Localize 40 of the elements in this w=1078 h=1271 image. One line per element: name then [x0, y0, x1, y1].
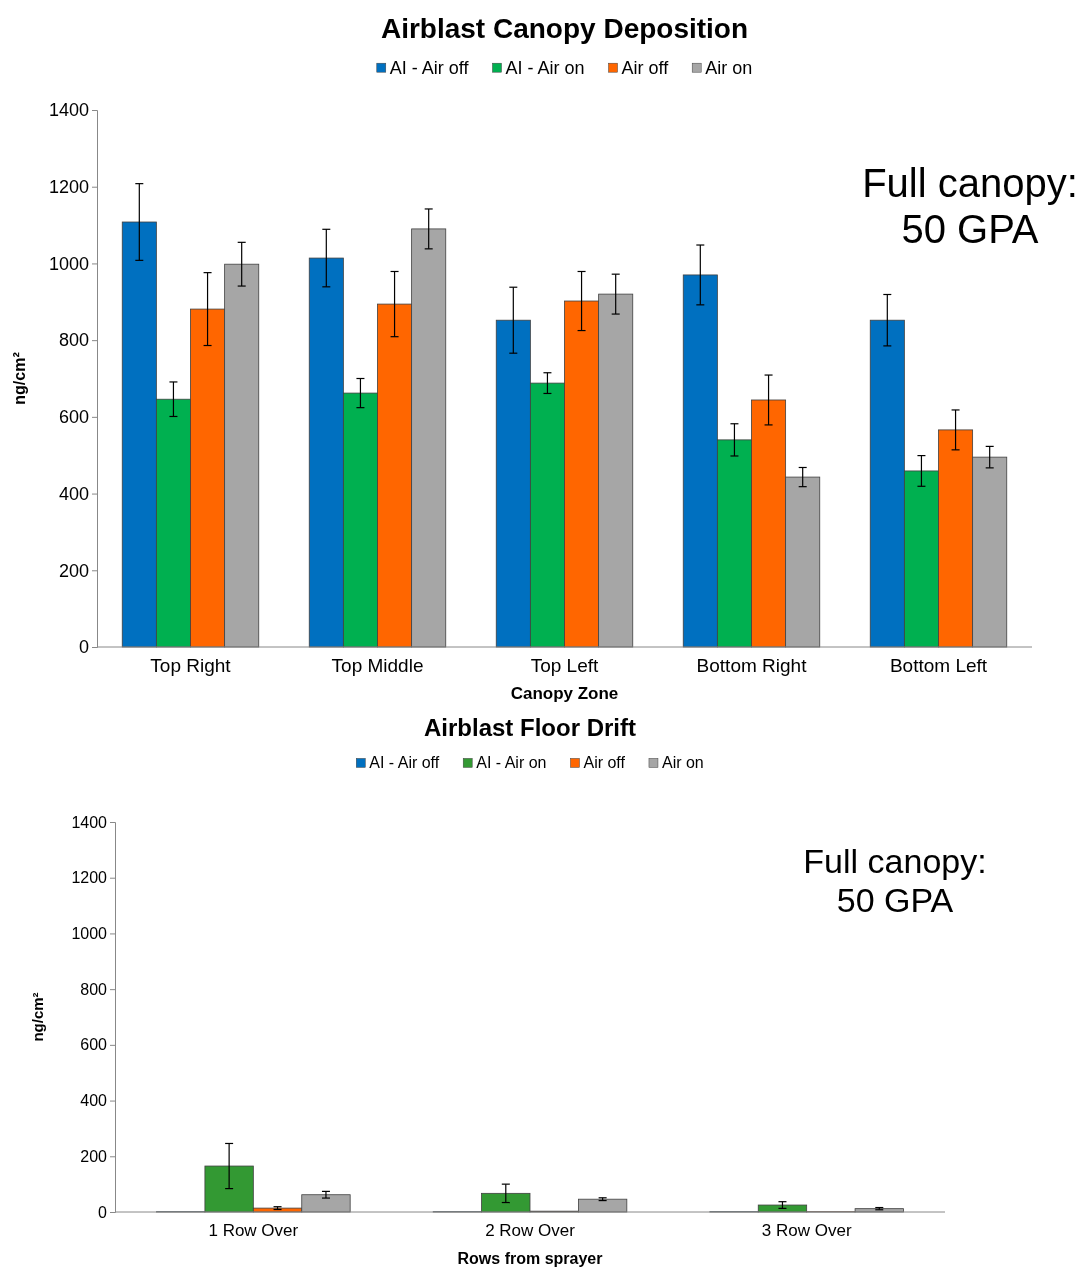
x-tick-label: Top Left — [530, 655, 600, 677]
y-tick-label: 600 — [80, 1036, 108, 1054]
annotation: Full canopy: 50 GPA — [802, 842, 988, 921]
x-tick-label: 3 Row Over — [761, 1221, 852, 1241]
y-tick-label: 1200 — [48, 176, 89, 197]
x-axis-title: Rows from sprayer — [457, 1250, 603, 1267]
legend-label: AI - Air on — [505, 58, 585, 78]
y-axis-title: ng/cm² — [29, 992, 46, 1042]
legend-label: AI - Air off — [369, 754, 440, 771]
legend-label: Air on — [661, 754, 704, 771]
y-axis-title: ng/cm² — [11, 352, 28, 405]
y-tick-label: 400 — [80, 1092, 108, 1110]
x-tick-label: 1 Row Over — [208, 1221, 299, 1241]
y-tick-label: 1000 — [71, 925, 108, 943]
legend-label: Air off — [621, 58, 670, 78]
y-tick-label: 1000 — [48, 253, 89, 274]
legend-label: AI - Air off — [389, 58, 470, 78]
chart-title: Airblast Floor Drift — [423, 714, 637, 741]
y-tick-label: 0 — [78, 637, 89, 658]
x-tick-label: 2 Row Over — [485, 1221, 576, 1241]
chart-title: Airblast Canopy Deposition — [380, 13, 749, 44]
legend-label: Air off — [583, 754, 626, 771]
y-tick-label: 800 — [80, 980, 108, 998]
y-tick-label: 1200 — [71, 869, 108, 887]
x-tick-label: Top Right — [150, 655, 232, 677]
y-tick-label: 400 — [58, 483, 89, 504]
y-tick-label: 1400 — [71, 813, 108, 831]
y-tick-label: 800 — [58, 330, 89, 351]
annotation: Full canopy: 50 GPA — [861, 160, 1078, 252]
y-tick-label: 0 — [98, 1203, 108, 1221]
x-tick-label: Top Middle — [331, 655, 424, 677]
legend-label: AI - Air on — [476, 754, 547, 771]
y-tick-label: 200 — [58, 560, 89, 581]
x-axis-title: Canopy Zone — [510, 684, 619, 703]
legend-label: Air on — [705, 58, 753, 78]
y-tick-label: 1400 — [48, 100, 89, 121]
y-tick-label: 600 — [58, 407, 89, 428]
y-tick-label: 200 — [80, 1147, 108, 1165]
x-tick-label: Bottom Left — [889, 655, 988, 677]
x-tick-label: Bottom Right — [696, 655, 808, 677]
